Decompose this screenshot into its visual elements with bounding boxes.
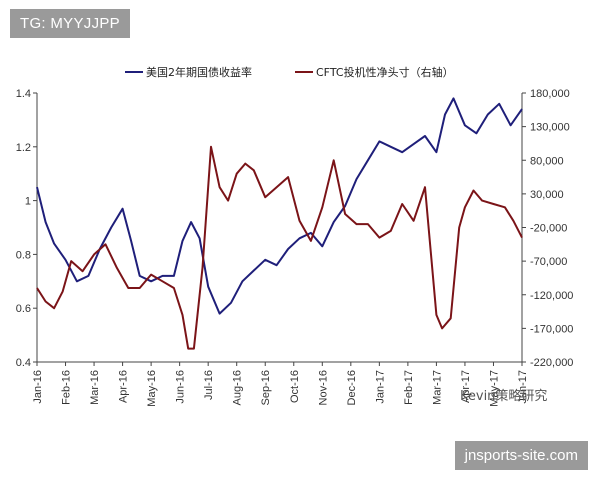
x-tick-label: Jun-16 xyxy=(175,370,187,404)
right-tick-label: -70,000 xyxy=(530,256,567,268)
chart-ticks: 1.4 1.2 1 0.8 0.6 0.4 180,000 130,000 80,000 30,0… xyxy=(16,88,574,407)
right-tick-label: -20,000 xyxy=(530,223,567,235)
source-watermark: Kevin策略研究 xyxy=(460,389,548,404)
series-line-treasury-2y xyxy=(36,97,523,315)
x-tick-label: Jul-16 xyxy=(203,370,215,400)
chart-legend: 美国2年期国债收益率 CFTC投机性净头寸（右轴） xyxy=(125,65,454,79)
left-tick-label: 0.4 xyxy=(16,357,31,369)
x-tick-label: Feb-17 xyxy=(403,370,415,405)
x-tick-label: Apr-17 xyxy=(460,370,472,403)
left-tick-label: 1.2 xyxy=(16,142,31,154)
left-tick-label: 1 xyxy=(25,196,31,208)
watermark-badge: TG: MYYJJPP xyxy=(10,9,130,38)
legend-label: CFTC投机性净头寸（右轴） xyxy=(316,65,454,79)
x-tick-label: Aug-16 xyxy=(232,370,244,405)
x-tick-label: May-16 xyxy=(146,370,158,407)
x-tick-label: Oct-16 xyxy=(289,370,301,403)
x-tick-label: Jun-17 xyxy=(517,370,529,404)
x-tick-label: May-17 xyxy=(488,370,500,407)
x-tick-label: Sep-16 xyxy=(260,370,272,405)
x-tick-label: Feb-16 xyxy=(61,370,73,405)
x-tick-label: Dec-16 xyxy=(346,370,358,405)
right-tick-label: 180,000 xyxy=(530,88,570,100)
left-tick-label: 0.8 xyxy=(16,249,31,261)
chart-series xyxy=(36,97,523,350)
x-tick-label: Jan-17 xyxy=(374,370,386,404)
x-tick-label: Jan-16 xyxy=(32,370,44,404)
x-tick-label: Nov-16 xyxy=(317,370,329,405)
chart-axes xyxy=(36,93,523,363)
left-tick-label: 1.4 xyxy=(16,88,31,100)
right-tick-label: 130,000 xyxy=(530,122,570,134)
right-tick-label: 30,000 xyxy=(530,189,564,201)
site-footer-badge: jnsports-site.com xyxy=(454,441,588,470)
left-tick-label: 0.6 xyxy=(16,303,31,315)
right-tick-label: -220,000 xyxy=(530,357,573,369)
x-tick-label: Mar-16 xyxy=(89,370,101,405)
legend-label: 美国2年期国债收益率 xyxy=(146,65,252,79)
right-tick-label: -120,000 xyxy=(530,290,573,302)
x-tick-label: Mar-17 xyxy=(431,370,443,405)
right-tick-label: -170,000 xyxy=(530,323,573,335)
x-tick-label: Apr-16 xyxy=(118,370,130,403)
series-line-cftc-net xyxy=(36,145,523,350)
right-tick-label: 80,000 xyxy=(530,155,564,167)
